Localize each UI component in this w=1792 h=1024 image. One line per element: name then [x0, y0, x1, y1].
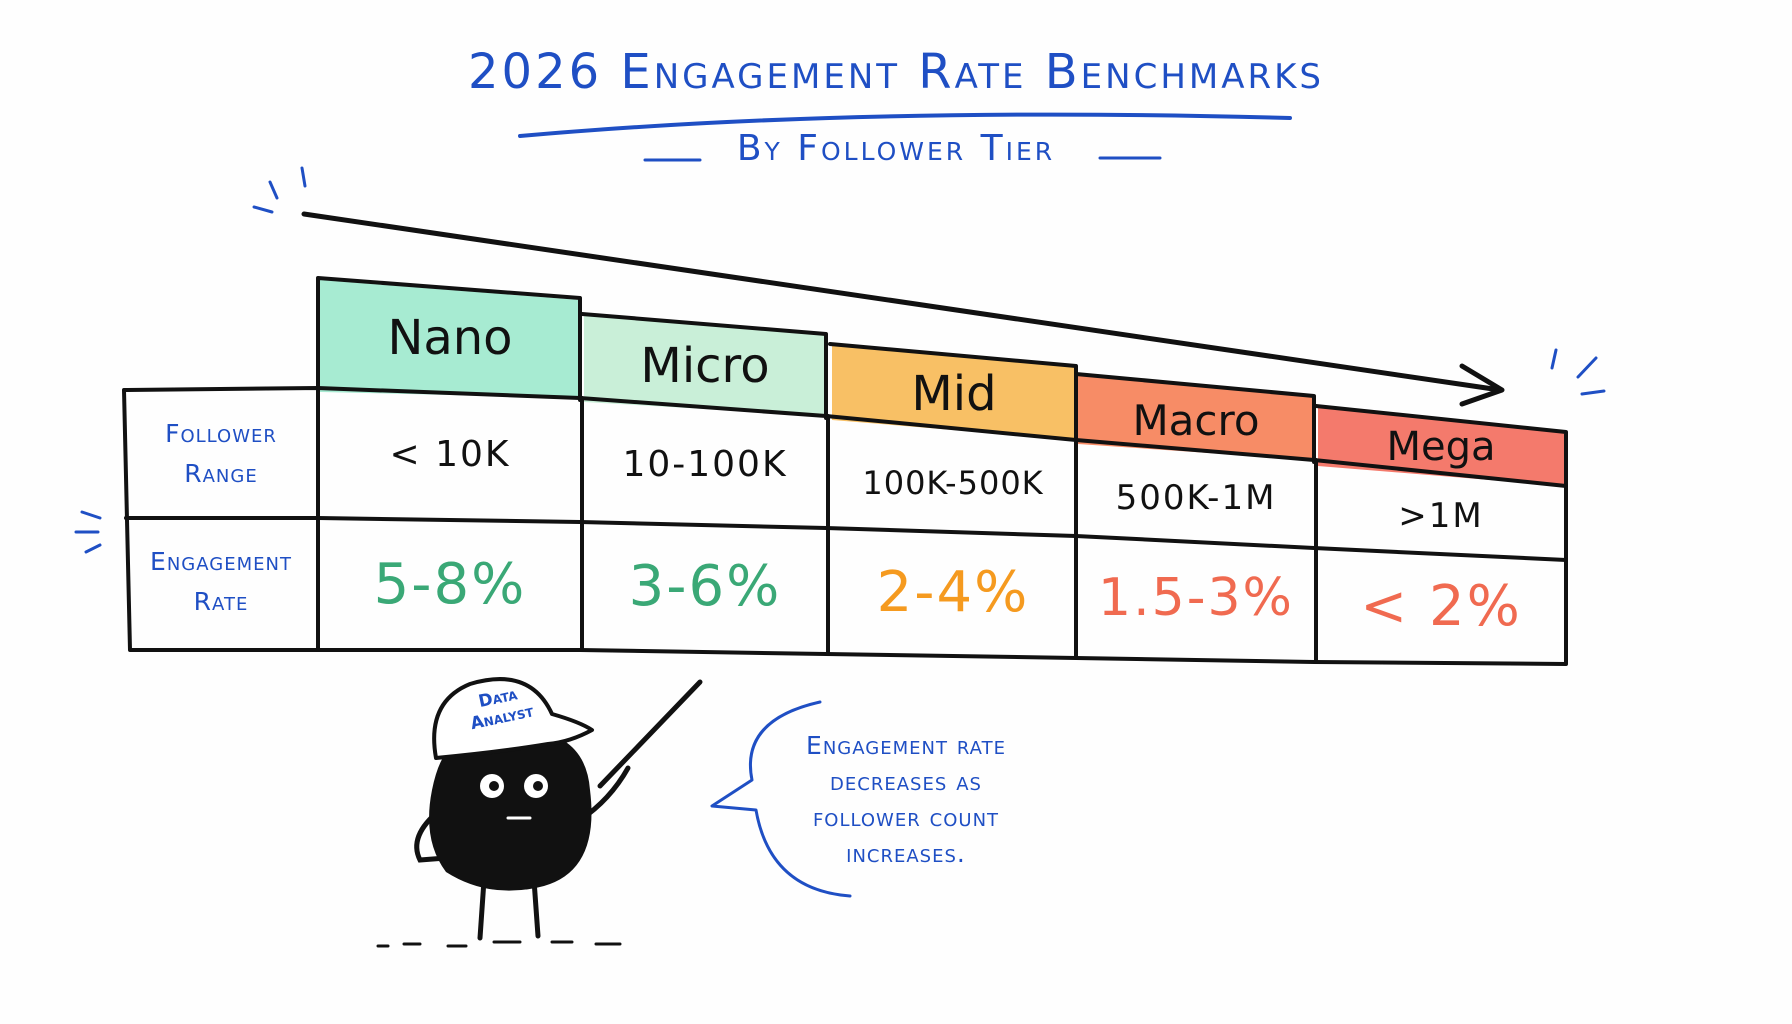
- speech-line: decreases as: [830, 767, 982, 796]
- range-mid: 100K-500K: [862, 464, 1044, 502]
- character-cap: [432, 677, 594, 760]
- character-pupil-right: [533, 781, 543, 791]
- speech-line: Engagement rate: [806, 731, 1006, 760]
- speech-bubble: [710, 700, 852, 898]
- rate-nano: 5-8%: [373, 552, 527, 617]
- spark-marks-top-left: [252, 166, 307, 214]
- row-label-line: Engagement: [150, 547, 292, 576]
- tier-header-micro: [584, 314, 826, 416]
- range-nano: < 10K: [389, 434, 511, 475]
- rate-mid: 2-4%: [876, 560, 1030, 625]
- table-grid: [122, 276, 1568, 666]
- speech-line: follower count: [812, 803, 1000, 832]
- row-label-engagement-rate: Engagement Rate: [130, 542, 312, 622]
- tier-header-nano: [320, 280, 580, 398]
- data-analyst-character: [376, 677, 703, 948]
- speech-bubble-text: Engagement rate decreases as follower co…: [776, 728, 1036, 872]
- ground-marks: [376, 940, 622, 948]
- row-label-line: Follower: [165, 419, 277, 448]
- tier-header-macro: [1078, 374, 1312, 460]
- pointer-stick: [597, 679, 703, 789]
- tier-name-micro: Micro: [640, 338, 770, 394]
- character-leg-left: [477, 877, 487, 941]
- spark-marks-left: [74, 510, 102, 554]
- range-macro: 500K-1M: [1115, 478, 1277, 518]
- rate-macro: 1.5-3%: [1098, 568, 1294, 628]
- row-label-line: Rate: [193, 587, 249, 616]
- tier-header-mid: [832, 344, 1074, 440]
- character-leg-right: [531, 877, 541, 939]
- rate-micro: 3-6%: [628, 554, 782, 619]
- title-underline: [518, 112, 1292, 138]
- range-micro: 10-100K: [622, 444, 788, 485]
- rate-mega: < 2%: [1360, 574, 1522, 639]
- tier-name-mega: Mega: [1386, 424, 1496, 470]
- character-body: [429, 730, 592, 891]
- speech-line: increases.: [846, 839, 966, 868]
- tier-name-macro: Macro: [1132, 396, 1260, 445]
- trend-arrow-line: [301, 211, 1503, 393]
- page-title: 2026 Engagement Rate Benchmarks: [467, 44, 1325, 100]
- character-pupil-left: [489, 781, 499, 791]
- tier-name-nano: Nano: [387, 310, 513, 366]
- spark-marks-right: [1550, 348, 1606, 396]
- tier-name-mid: Mid: [911, 366, 997, 422]
- page-subtitle: By Follower Tier: [736, 128, 1056, 169]
- row-label-follower-range: Follower Range: [130, 414, 312, 494]
- trend-arrow-head: [1459, 363, 1505, 407]
- row-label-line: Range: [184, 459, 258, 488]
- range-mega: >1M: [1398, 496, 1484, 536]
